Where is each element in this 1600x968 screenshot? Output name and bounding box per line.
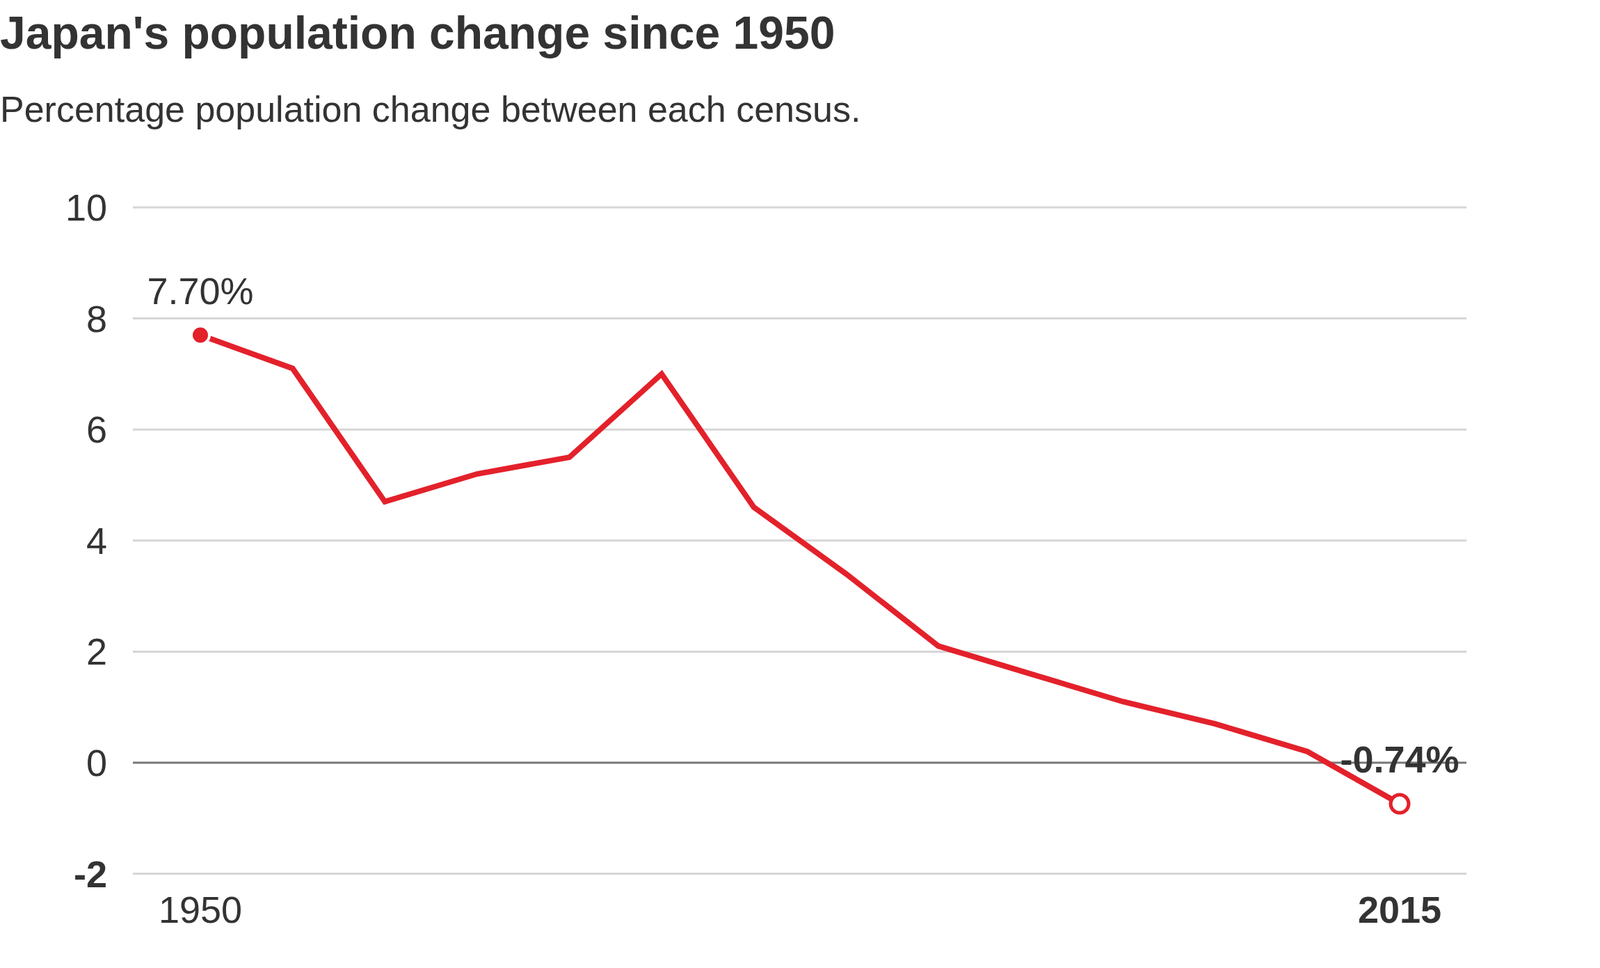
point-marker — [191, 326, 210, 345]
x-tick-label: 2015 — [1357, 888, 1442, 931]
grid — [132, 207, 1467, 874]
y-tick-label: 8 — [86, 297, 108, 340]
data-label: 7.70% — [146, 269, 254, 312]
point-marker — [1390, 794, 1409, 813]
chart-root: Japan's population change since 1950 Perc… — [0, 0, 1600, 968]
grid-line — [132, 317, 1467, 320]
value-labels: 7.70% -0.74% — [146, 269, 1459, 781]
grid-line — [132, 650, 1467, 653]
grid-line — [132, 206, 1467, 209]
zero-line — [132, 761, 1467, 764]
line — [200, 335, 1400, 805]
y-tick-label: 0 — [86, 741, 108, 784]
series — [191, 326, 1409, 814]
y-tick-label: 10 — [65, 186, 108, 229]
grid-line — [132, 872, 1467, 875]
data-label: -0.74% — [1339, 738, 1459, 780]
chart: Japan's population change since 1950 Perc… — [0, 0, 1600, 968]
y-tick-label: 2 — [86, 630, 108, 672]
y-tick-label: 4 — [86, 519, 108, 562]
subtitle: Percentage population change between eac… — [0, 89, 861, 130]
y-tick-label: -2 — [73, 852, 108, 895]
title: Japan's population change since 1950 — [0, 6, 835, 59]
y-tick-label: 6 — [86, 408, 108, 451]
x-tick-label: 1950 — [158, 888, 243, 931]
